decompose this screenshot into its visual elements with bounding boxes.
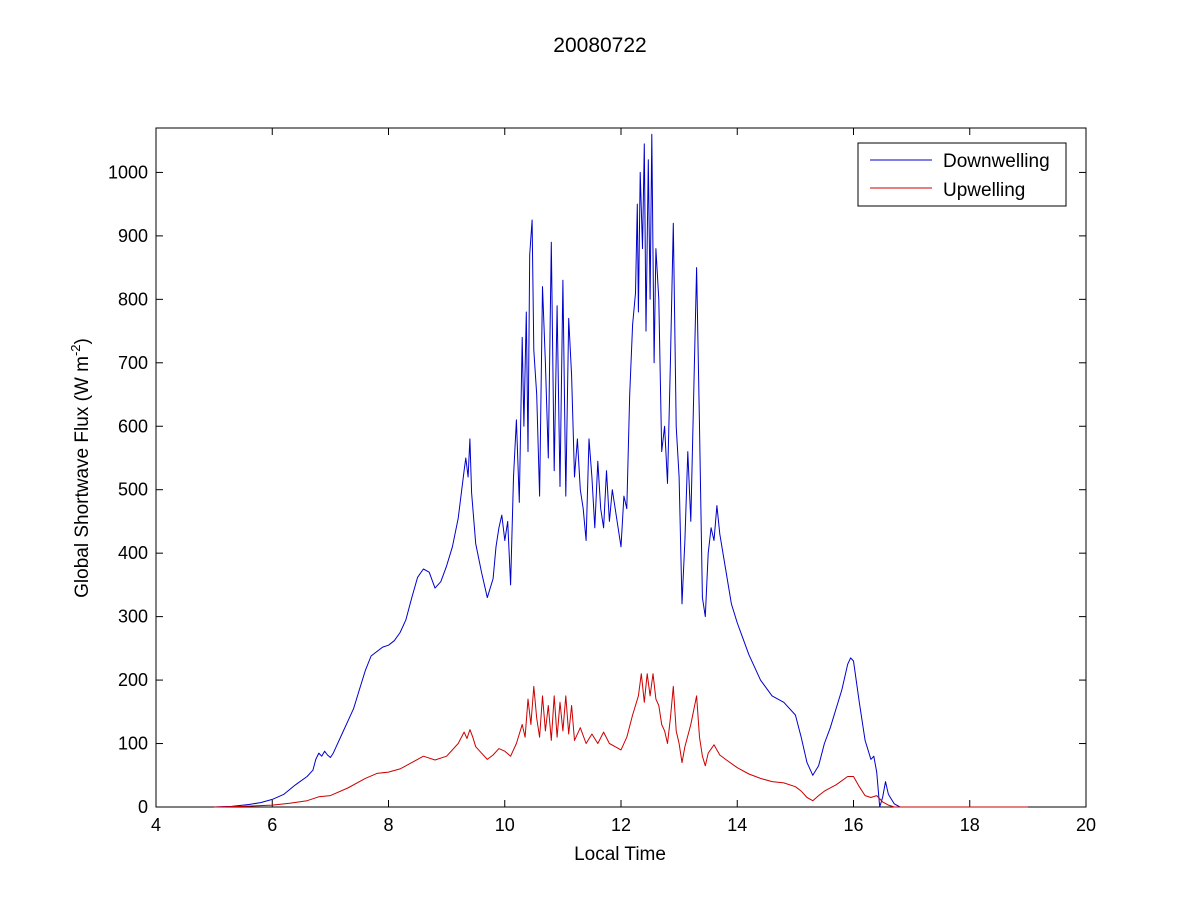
y-tick-label: 900 (118, 226, 148, 246)
x-tick-label: 14 (727, 815, 747, 835)
x-tick-label: 18 (960, 815, 980, 835)
y-tick-label: 500 (118, 480, 148, 500)
x-tick-label: 6 (267, 815, 277, 835)
y-tick-label: 400 (118, 543, 148, 563)
series-line-upwelling (214, 673, 1028, 808)
y-axis-label-main: Global Shortwave Flux (W m (72, 356, 93, 598)
legend-label-upwelling: Upwelling (943, 180, 1025, 201)
y-tick-label: 300 (118, 607, 148, 627)
y-tick-label: 200 (118, 670, 148, 690)
y-axis-label-exponent: -2 (68, 344, 83, 356)
y-tick-label: 1000 (108, 162, 148, 182)
x-tick-label: 12 (611, 815, 631, 835)
y-tick-label: 600 (118, 416, 148, 436)
x-tick-label: 10 (495, 815, 515, 835)
series-line-downwelling (214, 133, 1028, 808)
x-tick-label: 20 (1076, 815, 1096, 835)
x-tick-label: 8 (383, 815, 393, 835)
y-tick-label: 700 (118, 353, 148, 373)
y-axis-label-close: ) (72, 338, 93, 344)
legend-label-downwelling: Downwelling (943, 151, 1050, 172)
y-tick-label: 0 (138, 797, 148, 817)
plot-area: 4 6 8 10 12 14 16 18 200100200300400500600700800… (108, 127, 1096, 835)
legend: Downwelling Upwelling (857, 142, 1067, 207)
x-tick-label: 4 (151, 815, 161, 835)
chart-title: 20080722 (553, 34, 646, 57)
y-axis-label: Global Shortwave Flux (W m-2) (68, 338, 93, 598)
x-axis-label: Local Time (574, 844, 666, 865)
y-tick-label: 800 (118, 289, 148, 309)
x-tick-label: 16 (843, 815, 863, 835)
legend-box (857, 142, 1067, 207)
y-tick-label: 100 (118, 734, 148, 754)
